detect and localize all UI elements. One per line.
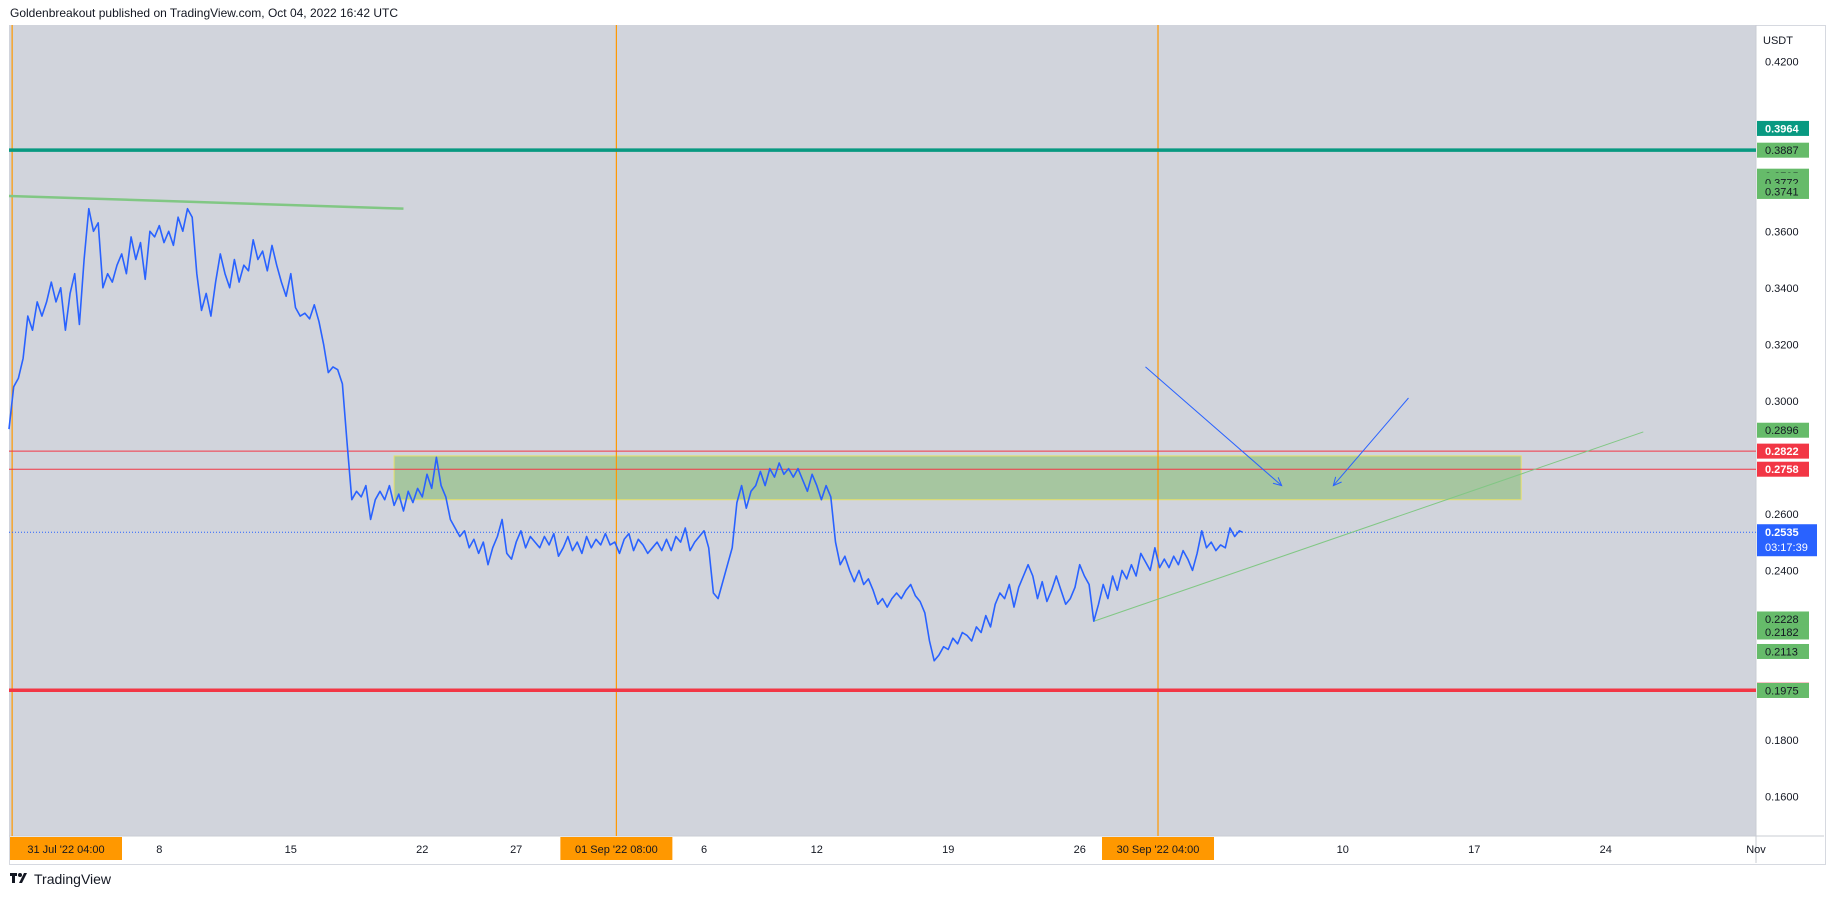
publisher-line: Goldenbreakout published on TradingView.…	[10, 6, 399, 20]
current-price-countdown: 03:17:39	[1765, 542, 1808, 554]
price-label-box	[1757, 142, 1809, 158]
price-label-0.2896: 0.2896	[1757, 422, 1809, 438]
y-tick-label: 0.1800	[1765, 735, 1799, 747]
tradingview-logo-svg	[10, 872, 27, 883]
x-tick-label: 17	[1468, 844, 1480, 856]
price-label-box	[1757, 120, 1809, 136]
x-tick-label: 27	[510, 844, 522, 856]
x-tick-label: 26	[1074, 844, 1086, 856]
price-label-box	[1757, 611, 1809, 627]
price-label-text: 0.3964	[1765, 123, 1800, 135]
price-label-0.2822: 0.2822	[1757, 443, 1809, 459]
y-tick-label: 0.3200	[1765, 339, 1799, 351]
price-label-0.1975: 0.1975	[1757, 682, 1809, 698]
price-label-0.2182: 0.2182	[1757, 624, 1809, 640]
price-label-text: 0.3887	[1765, 145, 1799, 157]
price-label-box	[1757, 624, 1809, 640]
x-highlight-label-1: 01 Sep '22 08:00	[560, 837, 673, 860]
x-tick-label: Nov	[1746, 844, 1766, 856]
upper-trendline[interactable]	[8, 194, 404, 210]
price-label-text: 0.1975	[1765, 685, 1799, 697]
currency-label: USDT	[1763, 35, 1793, 47]
x-highlight-text: 30 Sep '22 04:00	[1117, 844, 1200, 856]
y-tick-label: 0.4200	[1765, 57, 1799, 69]
x-tick-label: 22	[416, 844, 428, 856]
x-highlight-label-2: 30 Sep '22 04:00	[1102, 837, 1215, 860]
x-tick-label: 24	[1600, 844, 1612, 856]
price-label-text: 0.2896	[1765, 425, 1799, 437]
x-highlight-box	[1102, 837, 1215, 860]
y-tick-label: 0.3000	[1765, 396, 1799, 408]
price-label-0.3964: 0.3964	[1757, 120, 1809, 136]
x-tick-label: 15	[285, 844, 297, 856]
y-tick-label: 0.3600	[1765, 226, 1799, 238]
price-label-box	[1757, 183, 1809, 199]
price-label-box	[1757, 422, 1809, 438]
x-tick-label: 12	[811, 844, 823, 856]
x-tick-label: 6	[701, 844, 707, 856]
footer: TradingView	[10, 871, 111, 887]
tradingview-logo-icon	[10, 872, 28, 887]
current-price-box	[1757, 524, 1817, 557]
x-highlight-label-0: 31 Jul '22 04:00	[10, 837, 122, 860]
price-label-text: 0.2758	[1765, 464, 1799, 476]
x-highlight-text: 31 Jul '22 04:00	[27, 844, 104, 856]
arrow-up-head	[1332, 476, 1342, 487]
price-label-0.3887: 0.3887	[1757, 142, 1809, 158]
price-label-0.3741: 0.3741	[1757, 183, 1809, 199]
price-label-text: 0.2182	[1765, 627, 1799, 639]
x-tick-label: 10	[1337, 844, 1349, 856]
plot-area[interactable]	[9, 25, 1756, 836]
y-tick-label: 0.3400	[1765, 283, 1799, 295]
lower-trendline[interactable]	[1093, 431, 1644, 622]
price-label-text: 0.2822	[1765, 446, 1799, 458]
x-tick-label: 8	[156, 844, 162, 856]
x-highlight-box	[10, 837, 122, 860]
footer-brand: TradingView	[34, 871, 112, 887]
current-price-value: 0.2535	[1765, 527, 1799, 539]
price-label-box	[1757, 443, 1809, 459]
x-highlight-text: 01 Sep '22 08:00	[575, 844, 658, 856]
y-tick-label: 0.1600	[1765, 791, 1799, 803]
price-label-0.2228: 0.2228	[1757, 611, 1809, 627]
arrow-down-head	[1272, 477, 1283, 487]
price-label-text: 0.2228	[1765, 614, 1799, 626]
x-tick-label: 19	[942, 844, 954, 856]
price-label-0.2113: 0.2113	[1757, 643, 1809, 659]
price-label-box	[1757, 682, 1809, 698]
arrow-up[interactable]	[1332, 397, 1409, 486]
y-tick-label: 0.2600	[1765, 509, 1799, 521]
supply-zone[interactable]	[393, 455, 1522, 501]
price-label-box	[1757, 643, 1809, 659]
price-label-text: 0.3741	[1765, 186, 1799, 198]
price-series-line[interactable]	[8, 207, 1243, 662]
current-price-label: 0.2535 03:17:39	[1757, 524, 1817, 557]
price-label-text: 0.2113	[1765, 646, 1798, 658]
price-label-box	[1757, 461, 1809, 477]
x-highlight-box	[560, 837, 673, 860]
y-tick-label: 0.2400	[1765, 565, 1799, 577]
price-label-0.2758: 0.2758	[1757, 461, 1809, 477]
arrow-down[interactable]	[1145, 366, 1283, 486]
